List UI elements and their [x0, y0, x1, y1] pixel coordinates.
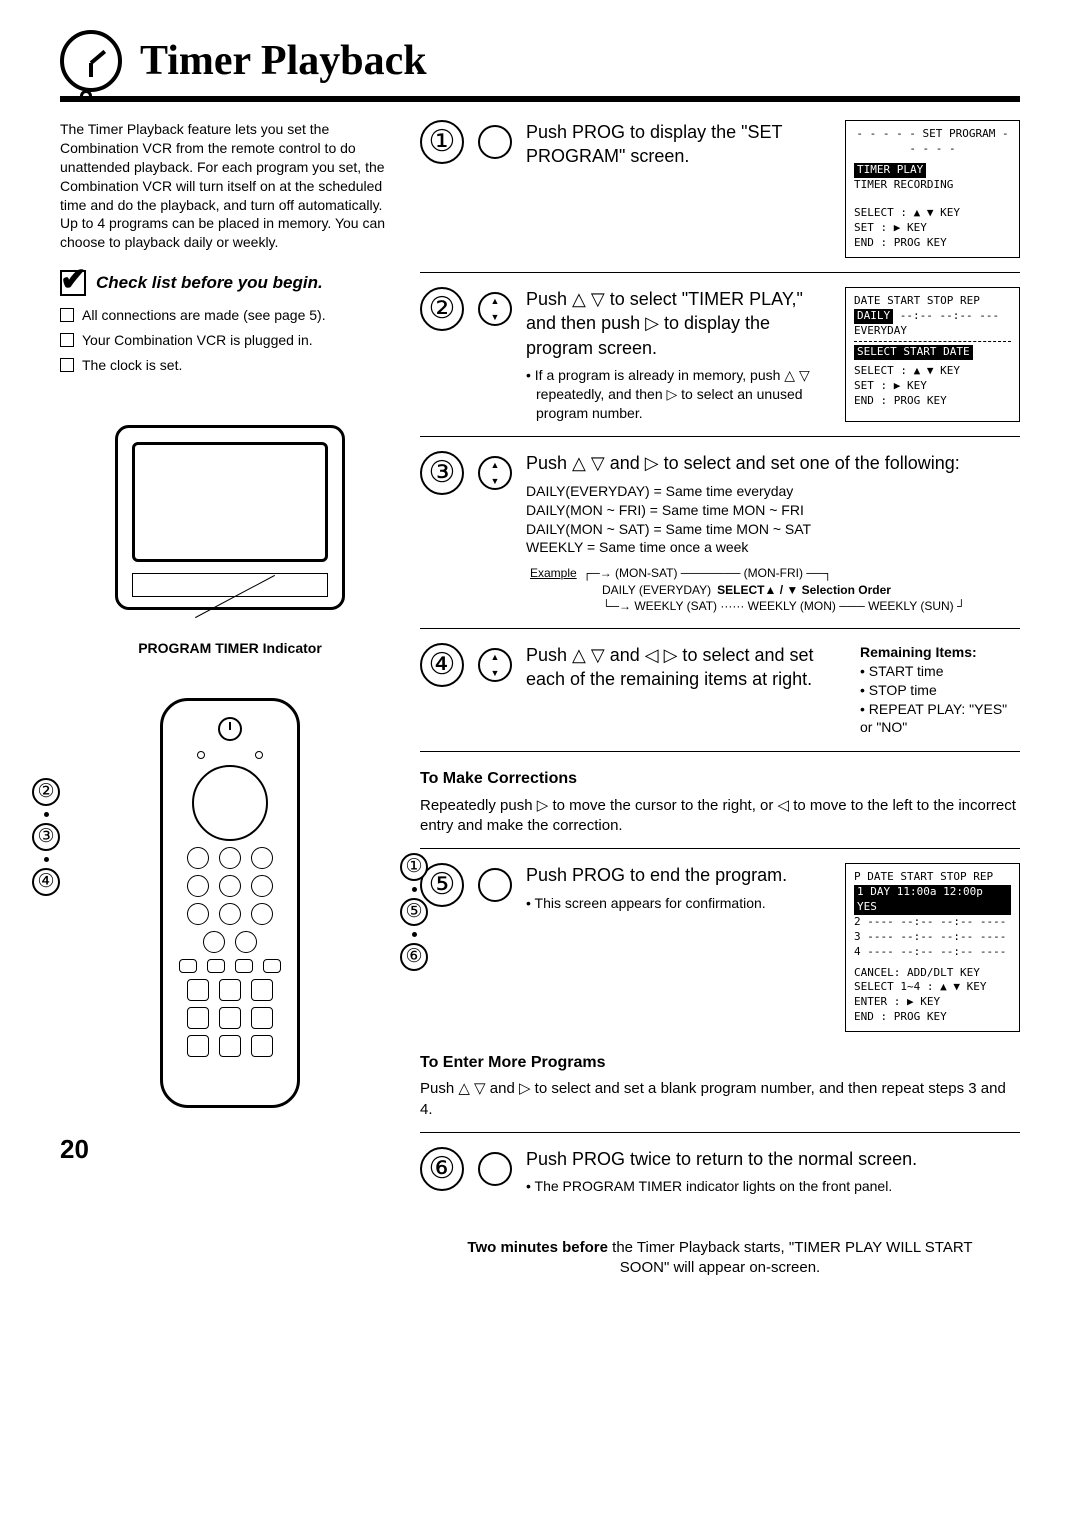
clock-icon	[60, 30, 122, 92]
checklist-item: The clock is set.	[60, 356, 400, 375]
corrections-text: Repeatedly push ▷ to move the cursor to …	[420, 796, 1020, 837]
step-number-icon: ⑥	[420, 1147, 464, 1191]
step-3: ③ Push △ ▽ and ▷ to select and set one o…	[420, 451, 1020, 628]
screen-line: 3 ---- --:-- --:-- ----	[854, 930, 1011, 945]
prog-button-icon	[478, 1152, 512, 1186]
step-number-icon: ④	[420, 643, 464, 687]
callout-6: ⑥	[400, 943, 428, 971]
diagram-text: DAILY (EVERYDAY)	[602, 582, 711, 598]
example-label: Example	[530, 565, 577, 581]
nav-button-icon	[478, 648, 512, 682]
list-item: DAILY(EVERYDAY) = Same time everyday	[526, 482, 1020, 501]
list-item: • STOP time	[860, 681, 1020, 700]
step-text: Push △ ▽ and ◁ ▷ to select and set each …	[526, 643, 846, 692]
checklist-item-label: All connections are made (see page 5).	[82, 306, 326, 325]
callout-3: ③	[32, 823, 60, 851]
screen-display-1: - - - - - SET PROGRAM - - - - - TIMER PL…	[845, 120, 1020, 258]
callout-1: ①	[400, 853, 428, 881]
step-4: ④ Push △ ▽ and ◁ ▷ to select and set eac…	[420, 643, 1020, 752]
screen-line: SET : ▶ KEY	[854, 379, 1011, 394]
enter-more-text: Push △ ▽ and ▷ to select and set a blank…	[420, 1079, 1020, 1120]
selection-order: SELECT▲ / ▼ Selection Order	[717, 582, 891, 598]
checklist-item-label: The clock is set.	[82, 356, 182, 375]
step-number-icon: ③	[420, 451, 464, 495]
step-sub-span: If a program is already in memory, push …	[535, 367, 810, 421]
enter-more-heading: To Enter More Programs	[420, 1052, 1020, 1074]
callout-2: ②	[32, 778, 60, 806]
screen-line: ENTER : ▶ KEY	[854, 995, 1011, 1010]
step-text: Push PROG to display the "SET PROGRAM" s…	[526, 120, 831, 169]
list-item: DAILY(MON ~ FRI) = Same time MON ~ FRI	[526, 501, 1020, 520]
checkmark-icon	[60, 270, 86, 296]
step-number-icon: ①	[420, 120, 464, 164]
screen-line: --:-- --:-- ---	[893, 309, 999, 322]
nav-button-icon	[478, 292, 512, 326]
screen-line: END : PROG KEY	[854, 1010, 1011, 1025]
screen-line: SELECT : ▲ ▼ KEY	[854, 364, 1011, 379]
step-number-icon: ②	[420, 287, 464, 331]
screen-line: SELECT START DATE	[854, 345, 973, 360]
screen-line: 4 ---- --:-- --:-- ----	[854, 945, 1011, 960]
tv-figure: PROGRAM TIMER Indicator	[60, 425, 400, 658]
diagram-text: ┌─→ (MON-SAT) ─────── (MON-FRI) ──┐	[583, 565, 832, 581]
corrections-heading: To Make Corrections	[420, 768, 1020, 790]
step-5: ⑤ Push PROG to end the program. • This s…	[420, 863, 1020, 1035]
step-1: ① Push PROG to display the "SET PROGRAM"…	[420, 120, 1020, 273]
checklist-item: Your Combination VCR is plugged in.	[60, 331, 400, 350]
screen-line: - - - - - SET PROGRAM - - - - -	[854, 127, 1011, 157]
screen-line: 1 DAY 11:00a 12:00p YES	[854, 885, 1011, 915]
prog-button-icon	[478, 125, 512, 159]
list-item: WEEKLY = Same time once a week	[526, 538, 1020, 557]
callout-4: ④	[32, 868, 60, 896]
callout-5: ⑤	[400, 898, 428, 926]
step-text: Push PROG to end the program.	[526, 863, 831, 887]
remote-figure: ② ③ ④ ① ⑤ ⑥	[60, 698, 400, 1108]
intro-text: The Timer Playback feature lets you set …	[60, 120, 400, 252]
page-title: Timer Playback	[140, 33, 427, 90]
screen-line: END : PROG KEY	[854, 394, 1011, 409]
step-text: Push PROG twice to return to the normal …	[526, 1147, 1020, 1171]
diagram-text: └─→ WEEKLY (SAT) ······ WEEKLY (MON) ───…	[602, 598, 966, 614]
footer-text: the Timer Playback starts, "TIMER PLAY W…	[612, 1239, 972, 1276]
step-2: ② Push △ ▽ to select "TIMER PLAY," and t…	[420, 287, 1020, 438]
remaining-title: Remaining Items:	[860, 643, 1020, 662]
step-6: ⑥ Push PROG twice to return to the norma…	[420, 1147, 1020, 1210]
screen-line: TIMER PLAY	[854, 163, 926, 178]
screen-display-5: P DATE START STOP REP 1 DAY 11:00a 12:00…	[845, 863, 1020, 1031]
screen-line: SET : ▶ KEY	[854, 221, 1011, 236]
screen-line: CANCEL: ADD/DLT KEY	[854, 966, 1011, 981]
screen-line: DATE START STOP REP	[854, 294, 1011, 309]
nav-button-icon	[478, 456, 512, 490]
step-subtext: • The PROGRAM TIMER indicator lights on …	[526, 1177, 1020, 1196]
screen-line: SELECT 1~4 : ▲ ▼ KEY	[854, 980, 1011, 995]
screen-line: TIMER RECORDING	[854, 178, 1011, 193]
step-text: Push △ ▽ and ▷ to select and set one of …	[526, 451, 1020, 475]
screen-line: P DATE START STOP REP	[854, 870, 1011, 885]
screen-line: DAILY	[854, 309, 893, 324]
screen-line: END : PROG KEY	[854, 236, 1011, 251]
prog-button-icon	[478, 868, 512, 902]
step-subtext: • If a program is already in memory, pus…	[526, 366, 831, 423]
screen-line: SELECT : ▲ ▼ KEY	[854, 206, 1011, 221]
screen-display-2: DATE START STOP REP DAILY --:-- --:-- --…	[845, 287, 1020, 423]
checklist-item-label: Your Combination VCR is plugged in.	[82, 331, 313, 350]
screen-line: EVERYDAY	[854, 324, 1011, 339]
page-number: 20	[60, 1132, 400, 1167]
screen-line: 2 ---- --:-- --:-- ----	[854, 915, 1011, 930]
footer-note: Two minutes before the Timer Playback st…	[420, 1238, 1020, 1279]
tv-caption: PROGRAM TIMER Indicator	[60, 639, 400, 658]
page-header: Timer Playback	[60, 30, 1020, 102]
list-item: • REPEAT PLAY: "YES" or "NO"	[860, 700, 1020, 738]
checklist-title: Check list before you begin.	[96, 272, 323, 295]
list-item: • START time	[860, 662, 1020, 681]
checklist-item: All connections are made (see page 5).	[60, 306, 400, 325]
step-text: Push △ ▽ to select "TIMER PLAY," and the…	[526, 287, 831, 360]
checklist-heading: Check list before you begin.	[60, 270, 400, 296]
list-item: DAILY(MON ~ SAT) = Same time MON ~ SAT	[526, 520, 1020, 539]
step-subtext: • This screen appears for confirmation.	[526, 894, 831, 913]
